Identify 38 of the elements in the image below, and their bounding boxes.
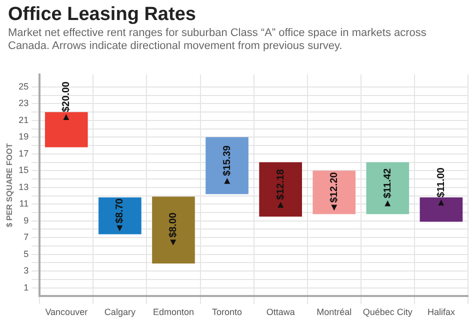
y-axis-title: $ PER SQUARE FOOT [5, 143, 14, 228]
bar [312, 170, 356, 214]
bar [152, 196, 195, 264]
y-tick-label: 21 [18, 114, 29, 125]
chart-subtitle: Market net effective rent ranges for suburban Class “A” office space in markets across Canada. Arrows indicate directional movement from previous survey. [8, 27, 428, 53]
y-tick-label: 19 [18, 132, 29, 142]
y-tick-label: 7 [24, 232, 29, 242]
annotation: ►$20.00 [61, 81, 72, 122]
y-tick-label: 15 [18, 165, 29, 176]
x-tick-label: Vancouver [45, 307, 88, 318]
annotation: ◄$8.00 [168, 212, 180, 248]
y-tick-label: 11 [19, 198, 29, 209]
y-tick-label: 5 [24, 248, 29, 259]
y-tick-label: 17 [18, 148, 29, 158]
annotation: ►$11.00 [436, 167, 447, 208]
x-tick-label: Calgary [104, 307, 136, 318]
x-tick-label: Montréal [316, 307, 352, 318]
x-tick-label: Toronto [212, 307, 242, 318]
bar [366, 162, 410, 214]
x-tick-label: Edmonton [152, 307, 194, 318]
y-tick-label: 25 [18, 81, 29, 92]
annotation: ►$12.18 [275, 168, 286, 210]
x-tick-label: Halifax [427, 307, 456, 318]
bar [259, 162, 302, 217]
bar [98, 197, 142, 234]
bar [206, 137, 248, 194]
x-tick-label: Ottawa [266, 307, 295, 318]
annotation: ►$11.42 [382, 168, 394, 208]
y-tick-label: 3 [24, 266, 29, 276]
annotation: ►$15.39 [222, 144, 233, 186]
y-tick-label: 23 [18, 98, 29, 108]
x-tick-label: Québec City [362, 307, 413, 318]
chart-title: Office Leasing Rates [8, 4, 196, 26]
annotation: ◄$12.20 [328, 172, 340, 213]
y-tick-label: 13 [18, 182, 29, 192]
y-tick-label: 1 [24, 282, 29, 292]
y-tick-label: 9 [24, 215, 29, 226]
annotation: ◄$8.70 [114, 198, 126, 234]
